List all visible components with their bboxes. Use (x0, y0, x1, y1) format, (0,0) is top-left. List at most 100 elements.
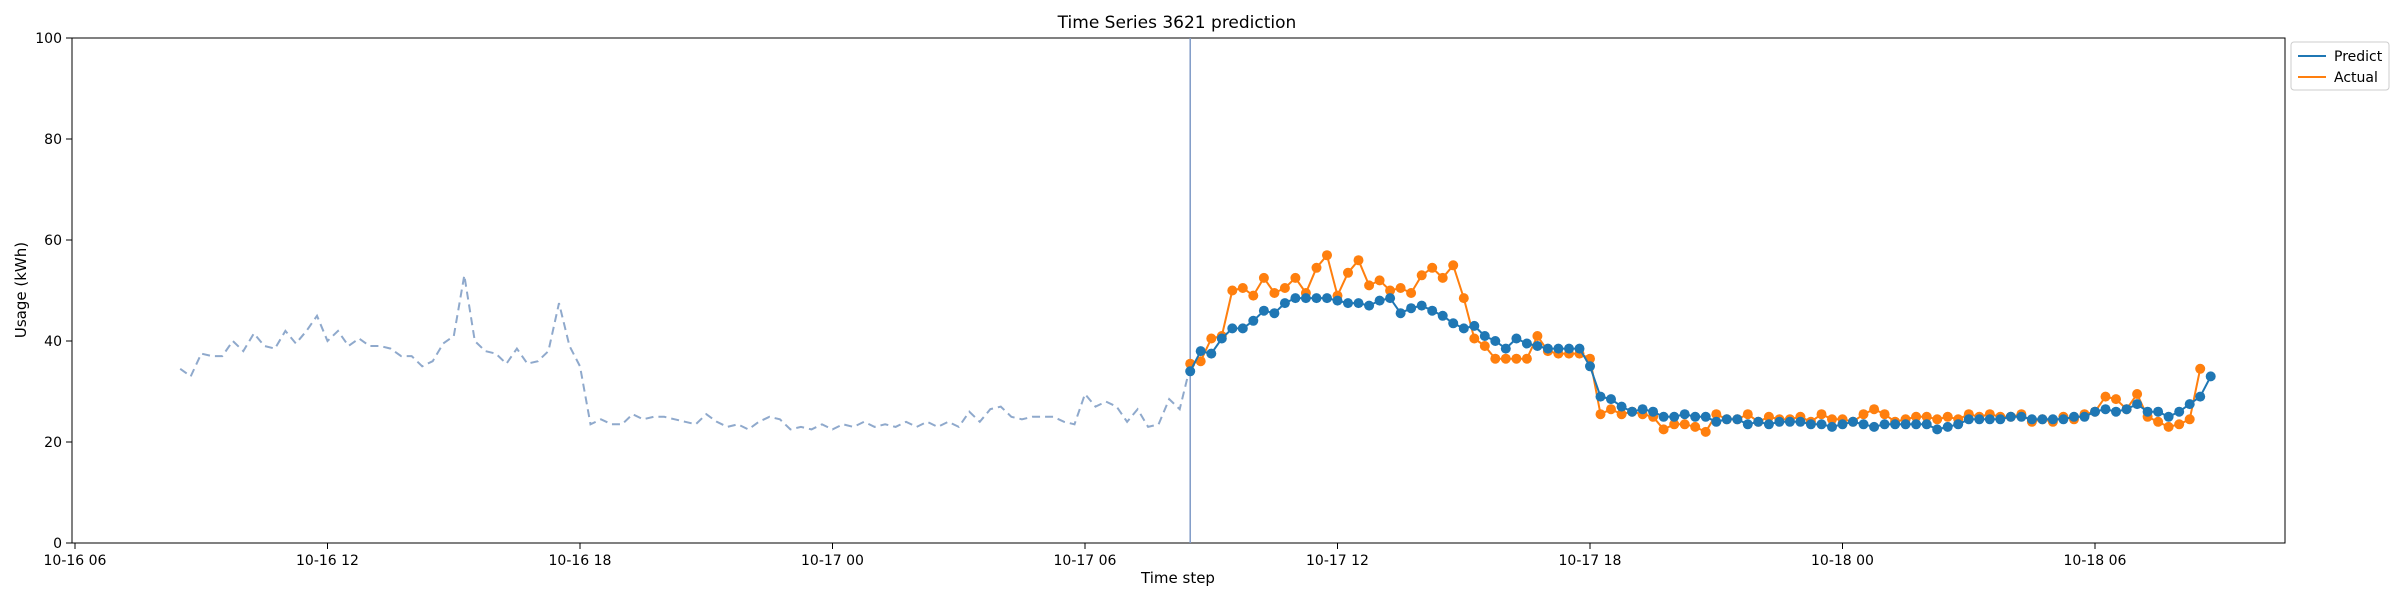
actual-point (1932, 414, 1943, 425)
predict-point (1711, 416, 1722, 427)
actual-point (1353, 255, 1364, 266)
actual-point (1690, 421, 1701, 432)
actual-point (1406, 288, 1417, 298)
actual-point (1711, 409, 1722, 420)
actual-point (1595, 409, 1606, 420)
actual-point (1364, 280, 1375, 291)
predict-point (1648, 406, 1659, 417)
predict-point (2026, 414, 2037, 425)
predict-point (1458, 323, 1469, 334)
predict-point (2005, 411, 2016, 422)
actual-point (1395, 283, 1406, 293)
actual-point (1195, 356, 1206, 367)
x-axis-label: Time step (1140, 569, 1215, 587)
actual-point (1858, 409, 1869, 420)
predict-point (1332, 295, 1343, 306)
predict-point (1521, 338, 1532, 349)
actual-point (1416, 270, 1427, 281)
predict-point (1595, 391, 1606, 402)
predict-point (1269, 308, 1280, 319)
actual-point (1343, 267, 1353, 278)
actual-point (1606, 404, 1616, 415)
predict-point (1416, 300, 1427, 311)
predict-point (1827, 421, 1837, 432)
predict-point (1448, 318, 1459, 329)
predict-point (2163, 411, 2174, 422)
history-layer (179, 275, 1192, 431)
x-tick-label: 10-17 00 (801, 553, 864, 569)
actual-point (1879, 409, 1890, 420)
predict-point (1690, 411, 1701, 422)
predict-point (1500, 343, 1511, 354)
predict-line (1189, 296, 2212, 431)
predict-point (1343, 298, 1353, 309)
x-axis: 10-16 06 10-16 12 10-16 18 10-17 00 10-17 06… (44, 543, 2127, 569)
y-tick-label: 40 (44, 334, 62, 350)
y-tick-label: 80 (44, 132, 62, 148)
actual-point (1669, 419, 1680, 430)
predict-point (1616, 401, 1627, 412)
plot-area (71, 37, 2286, 544)
x-tick-label: 10-17 06 (1054, 553, 1117, 569)
predict-point (1364, 300, 1375, 311)
actual-point (1521, 353, 1532, 364)
predict-point (1322, 293, 1332, 304)
predict-point (1606, 394, 1616, 405)
predict-point (1311, 293, 1322, 304)
actual-point (1469, 333, 1480, 344)
y-tick-label: 60 (44, 233, 62, 249)
actual-point (2174, 419, 2185, 430)
predict-point (2184, 399, 2195, 410)
actual-point (2132, 389, 2143, 399)
actual-point (1437, 272, 1448, 283)
predict-point (2121, 404, 2132, 415)
legend-label-predict: Predict (2334, 49, 2383, 65)
actual-point (1700, 426, 1711, 437)
actual-point (1679, 419, 1690, 430)
predict-point (1837, 419, 1848, 430)
y-axis: 0 20 40 60 80 100 (35, 31, 72, 552)
actual-point (1279, 283, 1290, 293)
predict-point (1258, 305, 1269, 316)
actual-point (2111, 394, 2121, 405)
predict-point (1669, 411, 1680, 422)
predict-point (1753, 416, 1764, 427)
predict-point (1437, 310, 1448, 321)
predict-point (1385, 293, 1396, 304)
predict-point (1553, 343, 1564, 354)
predict-point (2016, 411, 2027, 422)
predict-point (1279, 298, 1290, 309)
predict-point (2142, 406, 2153, 417)
actual-point (1616, 409, 1627, 420)
predict-point (1290, 293, 1301, 304)
predict-point (1921, 419, 1932, 430)
predict-series (1185, 293, 2216, 435)
predict-point (1848, 416, 1858, 427)
actual-point (1374, 275, 1385, 286)
actual-point (1942, 411, 1953, 422)
y-tick-label: 20 (44, 435, 62, 451)
actual-point (1490, 353, 1501, 364)
predict-point (1490, 336, 1501, 346)
predict-point (2111, 406, 2121, 417)
predict-point (1858, 419, 1869, 430)
predict-point (2047, 414, 2058, 425)
predict-point (1942, 421, 1953, 432)
predict-point (1795, 416, 1806, 427)
predict-point (2153, 406, 2164, 417)
predict-point (1206, 348, 1217, 359)
predict-point (2069, 411, 2079, 422)
predict-point (1911, 419, 1922, 430)
actual-point (1500, 353, 1511, 364)
predict-point (1732, 414, 1743, 425)
predict-point (1700, 411, 1711, 422)
x-tick-label: 10-18 00 (1811, 553, 1874, 569)
predict-point (2132, 399, 2143, 410)
actual-point (1816, 409, 1827, 420)
predict-point (1427, 305, 1438, 316)
y-tick-label: 0 (53, 536, 62, 552)
predict-point (1869, 421, 1880, 432)
x-tick-label: 10-18 06 (2064, 553, 2127, 569)
actual-point (1479, 341, 1490, 351)
